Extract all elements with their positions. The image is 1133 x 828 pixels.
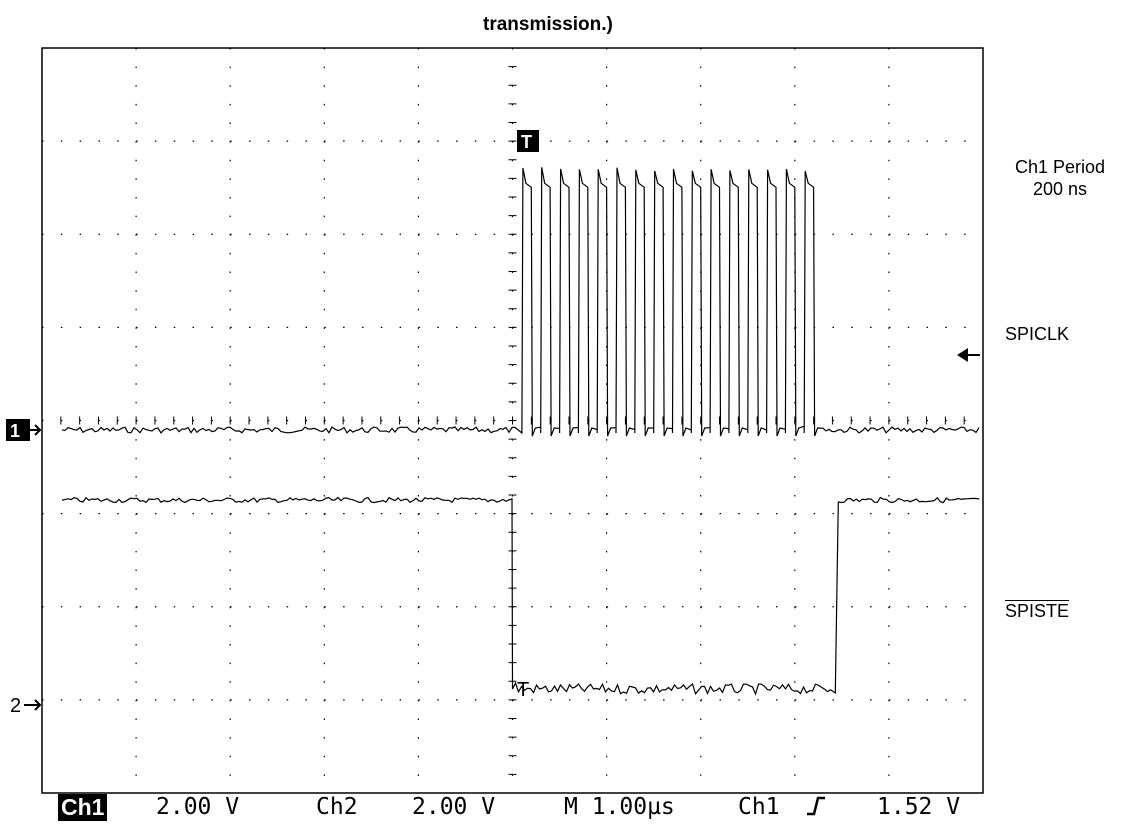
chart-title: transmission.) <box>483 14 613 35</box>
status-timebase: M 1.00µs <box>564 794 675 820</box>
status-ch1-label: Ch1 <box>58 794 108 821</box>
ch2-ground-marker: 2 <box>10 695 42 717</box>
ch1-trigger-marker: T <box>517 130 539 152</box>
status-ch2-scale: 2.00 V <box>412 794 496 820</box>
ch1-ground-marker: 1 <box>6 419 42 441</box>
spiste-trace <box>61 496 980 696</box>
graticule-grid <box>41 47 984 794</box>
status-ch2-label: Ch2 <box>316 794 358 820</box>
spiste-label: SPISTE <box>1005 601 1070 621</box>
traces <box>61 167 980 696</box>
spiclk-label: SPICLK <box>1005 324 1070 344</box>
measurement-readout: Ch1 Period 200 ns <box>1000 156 1120 200</box>
trigger-level-arrow <box>957 348 980 362</box>
measurement-name: Ch1 Period <box>1014 157 1106 177</box>
status-trigger-source: Ch1 <box>738 794 780 820</box>
status-trigger-level: 1.52 V <box>877 794 961 820</box>
ch2-trigger-marker: T <box>517 679 529 701</box>
measurement-value: 200 ns <box>1032 179 1088 199</box>
status-trigger-slope-icon <box>805 794 827 824</box>
ch2-marker-label: 2 <box>10 695 21 717</box>
ch1-marker-label: 1 <box>10 421 20 441</box>
ch1-trigger-marker-label: T <box>521 132 532 152</box>
status-ch1-scale: 2.00 V <box>156 794 240 820</box>
spiclk-trace <box>61 167 980 437</box>
